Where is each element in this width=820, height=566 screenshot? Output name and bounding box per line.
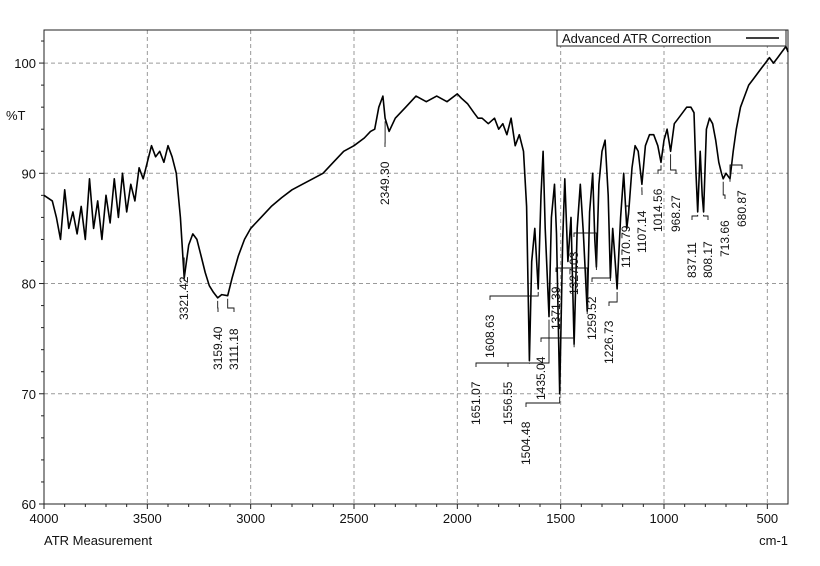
x-axis-unit: cm-1: [759, 533, 788, 548]
y-axis-title: %T: [6, 108, 26, 123]
axis-ticks: [39, 40, 768, 509]
x-tick-label: 3500: [133, 511, 162, 526]
peak-leader-line: [555, 267, 588, 315]
legend-entry-label: Advanced ATR Correction: [562, 31, 711, 46]
peak-annotation: 1504.48: [519, 396, 561, 465]
peak-annotation: 3321.42: [177, 257, 191, 320]
y-tick-label: 60: [22, 497, 36, 512]
peak-label: 1014.56: [651, 188, 665, 232]
peak-label: 713.66: [718, 220, 732, 257]
y-tick-label: 90: [22, 166, 36, 181]
peak-label: 968.27: [669, 195, 683, 232]
peak-annotation: 1014.56: [651, 165, 665, 232]
peak-annotation: 1259.52: [585, 277, 611, 340]
plot-frame: [43, 29, 789, 505]
peak-leader-line: [475, 362, 530, 367]
peak-annotation: 2349.30: [378, 121, 392, 205]
peak-label: 1259.52: [585, 296, 599, 340]
y-tick-label: 80: [22, 277, 36, 292]
peak-leader-line: [525, 396, 561, 407]
peak-label: 837.11: [685, 242, 699, 278]
x-tick-label: 500: [756, 511, 778, 526]
peak-annotation: 1107.14: [635, 187, 649, 253]
peak-annotation: 1170.79: [619, 205, 633, 268]
spectrum-line: [43, 45, 789, 395]
peak-leader-line: [729, 164, 743, 182]
peak-label: 1371.39: [549, 286, 563, 330]
peak-leader-line: [625, 205, 630, 215]
peak-leader-line: [507, 319, 550, 367]
peak-leader-line: [540, 337, 575, 348]
peak-label: 1608.63: [483, 314, 497, 358]
peak-label: 1556.55: [501, 381, 515, 425]
peak-annotation: 1226.73: [602, 292, 618, 364]
peak-label: 680.87: [735, 190, 749, 227]
x-tick-label: 4000: [30, 511, 59, 526]
peak-leader-line: [591, 277, 611, 282]
peak-annotation: 808.17: [701, 214, 715, 278]
peak-annotation: 1556.55: [501, 319, 550, 425]
peak-leader-line: [722, 181, 726, 199]
peak-annotation: 3111.18: [227, 298, 241, 370]
peak-label: 3111.18: [227, 328, 241, 370]
peak-label: 1170.79: [619, 225, 633, 268]
x-tick-label: 2000: [443, 511, 472, 526]
peak-leader-line: [691, 214, 699, 220]
peak-label: 1435.04: [534, 356, 548, 400]
peak-label: 808.17: [701, 241, 715, 278]
y-tick-label: 70: [22, 387, 36, 402]
axis-tick-labels: 4000 3500 3000 2500 2000 1500 1000 500 60 70 80 90 1…: [14, 56, 778, 526]
peak-labels: 3321.42 3159.40 3111.18 2349.30 1651.07 1608.…: [177, 121, 749, 465]
peak-label: 3159.40: [211, 326, 225, 370]
peak-label: 1327.03: [567, 251, 581, 295]
peak-leader-line: [608, 292, 618, 306]
legend: Advanced ATR Correction: [556, 29, 787, 47]
peak-leader-line: [670, 154, 677, 174]
x-tick-label: 2500: [340, 511, 369, 526]
legend-box: [556, 29, 787, 47]
peak-leader-line: [703, 214, 709, 220]
x-tick-label: 1500: [546, 511, 575, 526]
peak-annotation: 680.87: [729, 164, 749, 227]
peak-label: 1504.48: [519, 421, 533, 465]
peak-label: 2349.30: [378, 161, 392, 205]
peak-annotation: 837.11: [685, 214, 699, 278]
peak-label: 1651.07: [469, 381, 483, 425]
peak-annotation: 1435.04: [534, 337, 575, 400]
peak-annotation: 1371.39: [549, 267, 588, 330]
x-axis-title: ATR Measurement: [44, 533, 153, 548]
peak-label: 1107.14: [635, 210, 649, 253]
grid-lines: [44, 30, 788, 504]
peak-leader-line: [227, 298, 235, 312]
peak-label: 3321.42: [177, 276, 191, 320]
x-tick-label: 3000: [236, 511, 265, 526]
x-tick-label: 1000: [650, 511, 679, 526]
peak-leader-line: [657, 165, 662, 174]
peak-annotation: 3159.40: [211, 300, 225, 370]
peak-annotation: 713.66: [718, 181, 732, 257]
peak-annotation: 968.27: [669, 154, 683, 232]
peak-label: 1226.73: [602, 320, 616, 364]
peak-annotation: 1608.63: [483, 292, 539, 358]
peak-leader-line: [573, 232, 597, 270]
peak-annotation: 1327.03: [567, 232, 597, 295]
y-tick-label: 100: [14, 56, 36, 71]
peak-leader-line: [489, 292, 539, 300]
